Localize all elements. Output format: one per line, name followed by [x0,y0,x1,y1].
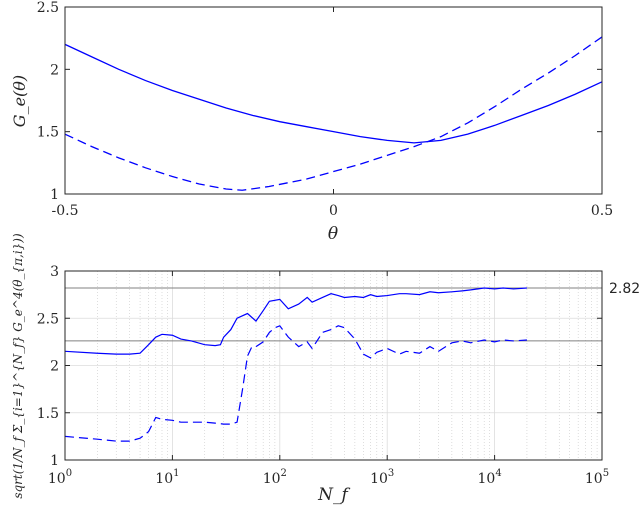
bottom-series-dashed-line [64,325,527,442]
bottom-ytick-label: 1.5 [37,406,59,422]
top-ticks-layer: -0.5 0 0.5 1 1.5 2 2.5 [37,0,613,219]
bottom-xtick-label: 102 [263,468,287,487]
bottom-xtick-label: 105 [585,468,609,487]
top-series-dashed-line [64,36,603,191]
bottom-ytick-label: 1 [50,453,59,469]
top-xtick-label: 0.5 [591,203,613,219]
top-ytick-label: 2.5 [37,0,59,16]
top-ytick-label: 2 [50,62,59,78]
bottom-ytick-label: 2 [50,359,59,375]
bottom-panel: 2.82 100 101 102 103 104 105 1 1.5 2 2.5 3 N_f sqr… [11,233,640,505]
bottom-xtick-label: 103 [370,468,394,487]
top-ytick-label: 1 [50,187,59,203]
reference-line-label: 2.82 [609,281,640,297]
bottom-xtick-label: 104 [477,468,501,487]
top-panel: -0.5 0 0.5 1 1.5 2 2.5 θ G_e(θ) [10,0,613,244]
bottom-reference-layer: 2.82 [65,281,640,342]
bottom-xtick-label: 101 [155,468,179,487]
bottom-grid-layer [64,270,603,461]
top-ytick-label: 1.5 [37,125,59,141]
top-series-layer [64,36,603,191]
top-xtick-label: 0 [329,203,338,219]
top-axes-frame [64,6,603,195]
bottom-ytick-label: 2.5 [37,311,59,327]
bottom-series-layer [64,287,527,442]
top-series-solid-line [64,43,603,144]
bottom-xlabel: N_f [317,485,350,505]
bottom-series-solid-line [64,287,527,355]
top-xlabel: θ [328,224,338,244]
top-xtick-label: -0.5 [52,203,79,219]
bottom-xtick-label: 100 [48,468,72,487]
bottom-ticks-layer: 100 101 102 103 104 105 1 1.5 2 2.5 3 [37,264,609,487]
top-ylabel: G_e(θ) [10,75,29,127]
bottom-ylabel: sqrt(1/N_f Σ_{i=1}^{N_f} G_e^4(θ_{π,i})) [11,233,25,499]
bottom-ytick-label: 3 [50,264,59,280]
